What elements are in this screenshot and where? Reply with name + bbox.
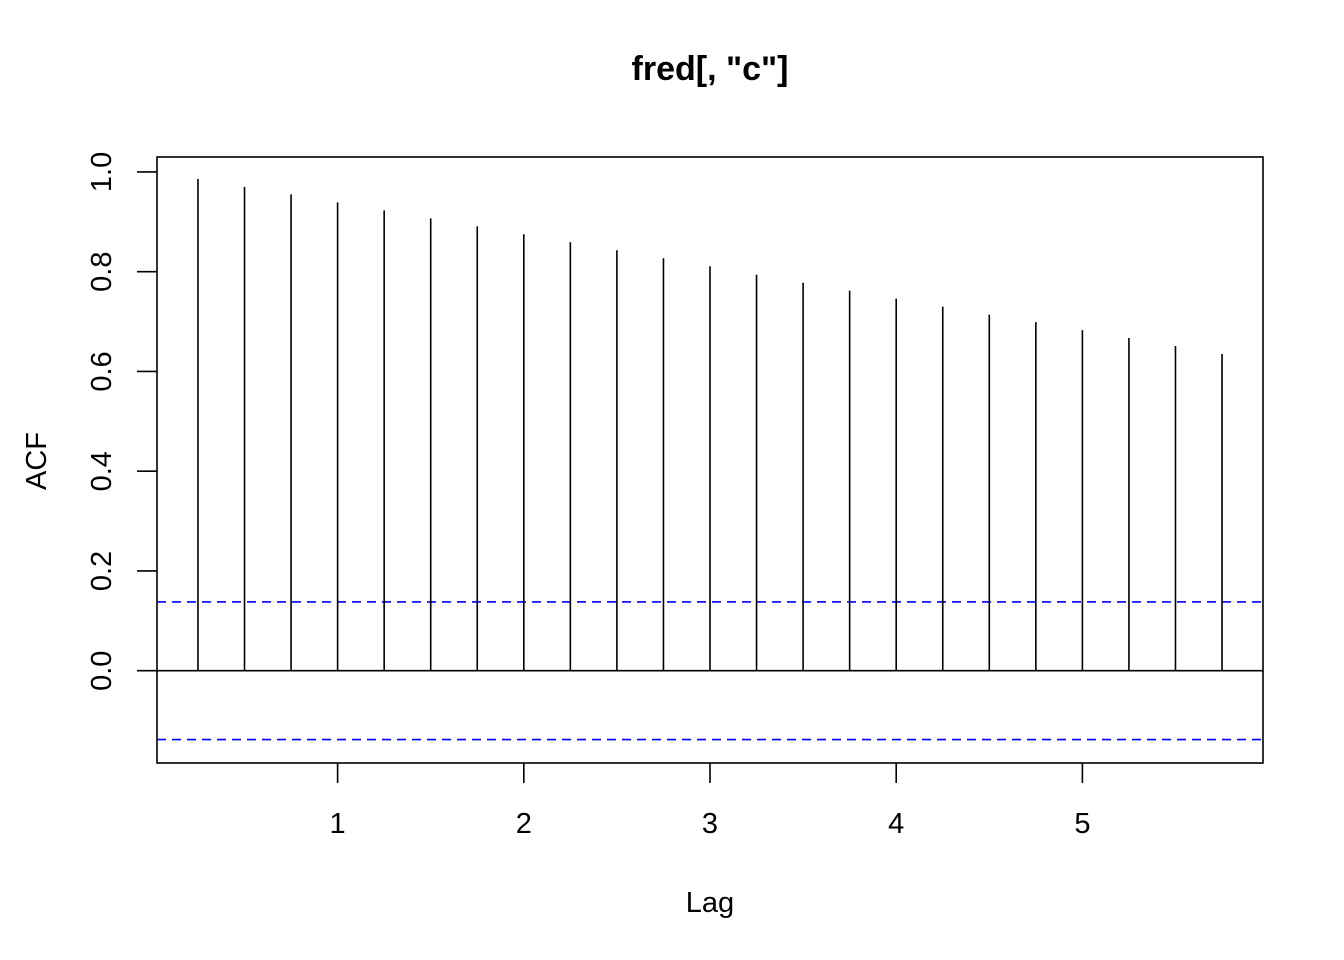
y-tick-label: 0.0 bbox=[86, 651, 118, 691]
x-tick-label: 4 bbox=[888, 808, 904, 840]
chart-title: fred[, "c"] bbox=[632, 50, 789, 88]
y-tick-label: 0.4 bbox=[86, 451, 118, 491]
x-tick-label: 2 bbox=[516, 808, 532, 840]
plot-area: 1 2 3 4 5 0.0 0.2 0.4 0.6 0.8 1.0 bbox=[86, 152, 1264, 840]
x-axis-label: Lag bbox=[686, 887, 734, 919]
x-tick-label: 5 bbox=[1074, 808, 1090, 840]
y-axis-label: ACF bbox=[21, 432, 53, 490]
x-tick-label: 1 bbox=[330, 808, 346, 840]
y-tick-label: 0.8 bbox=[86, 252, 118, 292]
y-tick-label: 0.6 bbox=[86, 351, 118, 391]
x-tick-label: 3 bbox=[702, 808, 718, 840]
y-tick-label: 0.2 bbox=[86, 551, 118, 591]
y-tick-label: 1.0 bbox=[86, 152, 118, 192]
